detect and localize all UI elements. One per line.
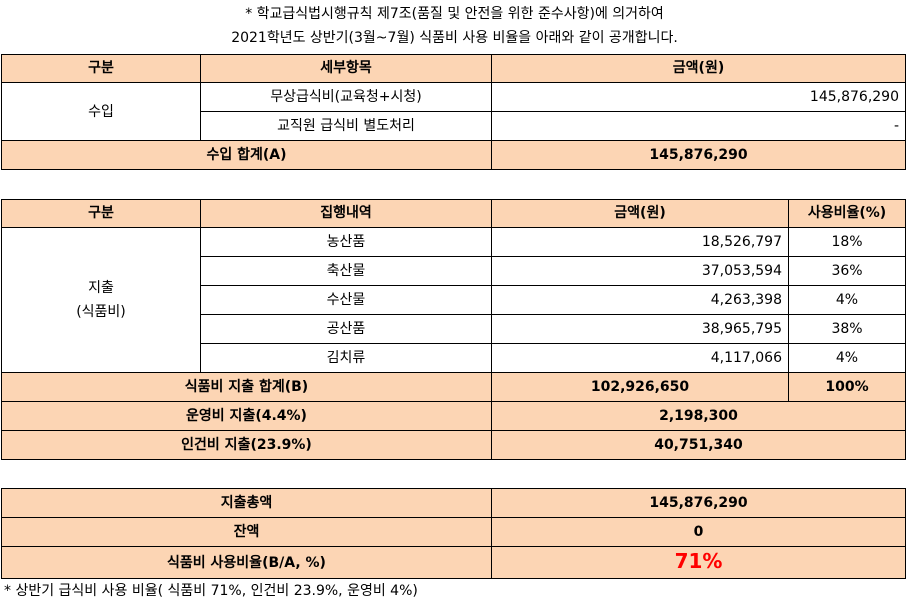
expense-category-cell: 지출 (식품비): [1, 227, 201, 373]
notice-line-1: * 학교급식법시행규칙 제7조(품질 및 안전을 위한 준수사항)에 의거하여: [245, 6, 664, 22]
balance-row: 잔액 0: [1, 517, 906, 547]
expense-amount: 18,526,797: [491, 227, 789, 257]
income-item: 교직원 급식비 별도처리: [200, 111, 492, 141]
expense-item: 김치류: [200, 343, 492, 373]
expense-col-item: 집행내역: [200, 199, 492, 228]
expense-col-category: 구분: [1, 199, 201, 228]
expense-ratio: 4%: [788, 343, 906, 373]
expense-ratio: 36%: [788, 256, 906, 286]
expense-item: 축산물: [200, 256, 492, 286]
income-table: 구분 세부항목 금액(원) 수입 무상급식비(교육청+시청) 145,876,2…: [1, 54, 906, 170]
income-total-amount: 145,876,290: [491, 140, 906, 170]
expense-header-row: 구분 집행내역 금액(원) 사용비율(%): [1, 199, 906, 228]
food-total-label: 식품비 지출 합계(B): [1, 372, 492, 402]
expense-category-line1: 지출: [88, 280, 114, 296]
expense-row: 수산물 4,263,398 4%: [2, 285, 906, 315]
food-ratio-label: 식품비 사용비율(B/A, %): [1, 546, 492, 579]
income-row: 교직원 급식비 별도처리 -: [2, 111, 906, 141]
income-col-amount: 금액(원): [491, 54, 906, 83]
expense-col-ratio: 사용비율(%): [788, 199, 906, 228]
food-total-row: 식품비 지출 합계(B) 102,926,650 100%: [1, 372, 906, 402]
operating-label: 운영비 지출(4.4%): [1, 401, 492, 431]
footer-note: * 상반기 급식비 사용 비율( 식품비 71%, 인건비 23.9%, 운영비…: [4, 583, 418, 599]
expense-ratio: 4%: [788, 285, 906, 315]
expense-item: 수산물: [200, 285, 492, 315]
income-col-category: 구분: [1, 54, 201, 83]
summary-table: 지출총액 145,876,290 잔액 0 식품비 사용비율(B/A, %) 7…: [1, 488, 906, 579]
food-ratio-value: 71%: [491, 546, 906, 579]
operating-row: 운영비 지출(4.4%) 2,198,300: [1, 401, 906, 431]
income-header-row: 구분 세부항목 금액(원): [1, 54, 906, 83]
expense-item: 공산품: [200, 314, 492, 344]
income-category-cell: 수입: [1, 82, 201, 141]
balance-label: 잔액: [1, 517, 492, 547]
income-row: 수입 무상급식비(교육청+시청) 145,876,290: [1, 82, 906, 141]
balance-amount: 0: [491, 517, 906, 547]
expense-amount: 4,263,398: [491, 285, 789, 315]
total-expense-amount: 145,876,290: [491, 488, 906, 518]
expense-amount: 38,965,795: [491, 314, 789, 344]
expense-amount: 37,053,594: [491, 256, 789, 286]
expense-row: 김치류 4,117,066 4%: [2, 343, 906, 373]
labor-row: 인건비 지출(23.9%) 40,751,340: [1, 430, 906, 460]
income-total-row: 수입 합계(A) 145,876,290: [1, 140, 906, 170]
total-expense-row: 지출총액 145,876,290: [1, 488, 906, 518]
notice-line-2: 2021학년도 상반기(3월~7월) 식품비 사용 비율을 아래와 같이 공개합…: [231, 30, 678, 46]
income-total-label: 수입 합계(A): [1, 140, 492, 170]
expense-table: 구분 집행내역 금액(원) 사용비율(%) 지출 (식품비) 농산품 18,52…: [1, 199, 906, 460]
labor-amount: 40,751,340: [491, 430, 906, 460]
expense-item: 농산품: [200, 227, 492, 257]
expense-ratio: 18%: [788, 227, 906, 257]
income-item: 무상급식비(교육청+시청): [200, 82, 492, 112]
food-total-amount: 102,926,650: [491, 372, 789, 402]
total-expense-label: 지출총액: [1, 488, 492, 518]
operating-amount: 2,198,300: [491, 401, 906, 431]
income-amount: 145,876,290: [491, 82, 906, 112]
income-col-item: 세부항목: [200, 54, 492, 83]
expense-row: 공산품 38,965,795 38%: [2, 314, 906, 344]
food-total-ratio: 100%: [788, 372, 906, 402]
food-ratio-row: 식품비 사용비율(B/A, %) 71%: [1, 546, 906, 579]
labor-label: 인건비 지출(23.9%): [1, 430, 492, 460]
income-amount: -: [491, 111, 906, 141]
expense-category-line2: (식품비): [76, 304, 126, 320]
expense-amount: 4,117,066: [491, 343, 789, 373]
expense-col-amount: 금액(원): [491, 199, 789, 228]
food-ratio-highlight: 71%: [674, 549, 723, 573]
expense-row: 지출 (식품비) 농산품 18,526,797 18%: [1, 227, 906, 373]
expense-ratio: 38%: [788, 314, 906, 344]
